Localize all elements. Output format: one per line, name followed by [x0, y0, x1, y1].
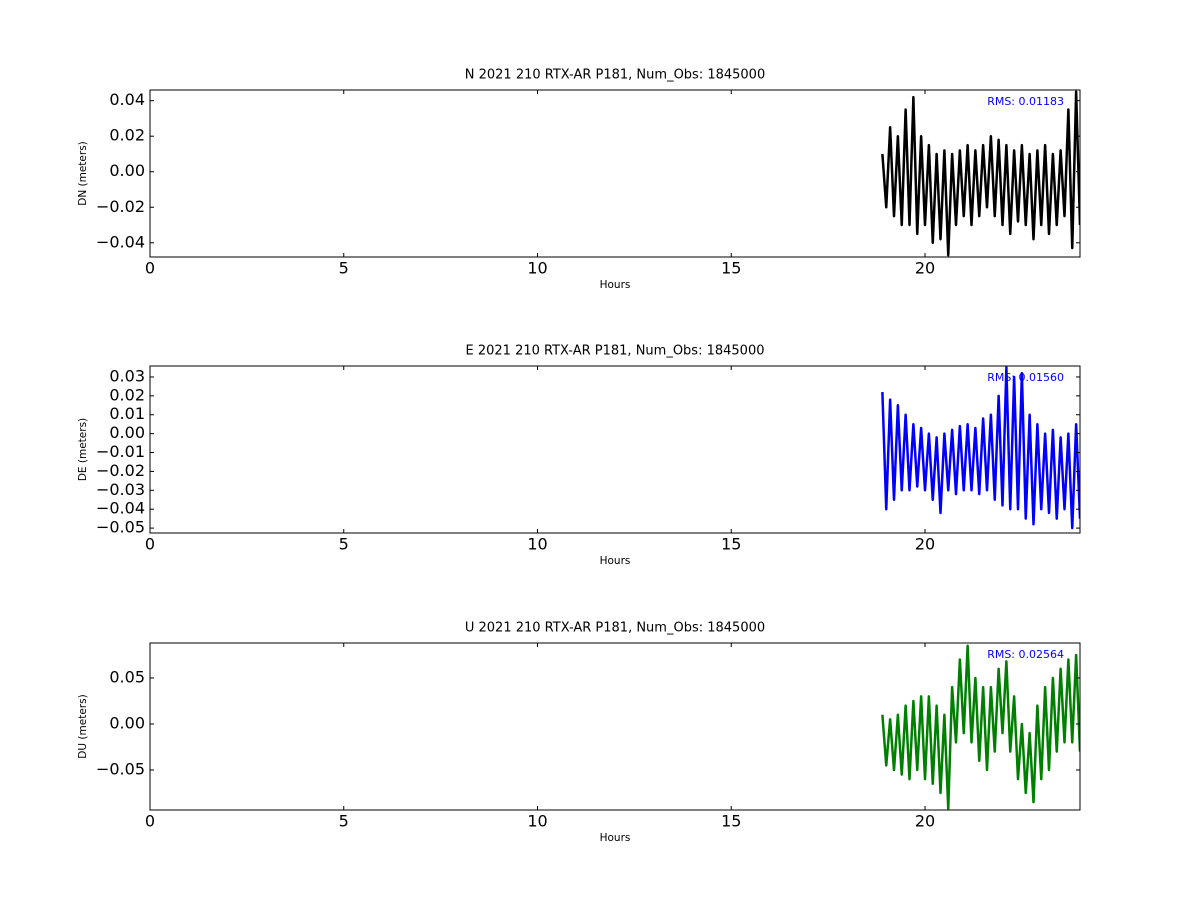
annotation: RMS: 0.01183	[987, 95, 1064, 108]
x-tick-label: 10	[527, 812, 547, 831]
data-line	[881, 90, 1080, 257]
y-tick-label: −0.04	[96, 232, 145, 251]
axes-frame	[149, 642, 1081, 811]
y-tick-label: −0.02	[96, 461, 145, 480]
x-tick-label: 20	[915, 812, 935, 831]
y-tick-label: 0.00	[109, 713, 145, 732]
data-line	[881, 366, 1080, 530]
subplot-title: N 2021 210 RTX-AR P181, Num_Obs: 1845000	[465, 68, 765, 83]
x-tick-label: 5	[339, 812, 349, 831]
x-tick-label: 10	[527, 259, 547, 278]
y-axis-label: DU (meters)	[77, 694, 89, 758]
y-tick-label: 0.00	[109, 423, 145, 442]
y-tick-label: −0.05	[96, 518, 145, 537]
x-tick-label: 15	[721, 812, 741, 831]
subplot-title: U 2021 210 RTX-AR P181, Num_Obs: 1845000	[465, 621, 765, 636]
y-tick-label: 0.02	[109, 385, 145, 404]
subplot-title: E 2021 210 RTX-AR P181, Num_Obs: 1845000	[466, 344, 765, 359]
y-tick-label: 0.00	[109, 161, 145, 180]
x-axis-label: Hours	[600, 555, 631, 567]
x-tick-label: 5	[339, 535, 349, 554]
axes-frame	[149, 89, 1081, 258]
x-tick-label: 20	[915, 535, 935, 554]
data-line	[881, 644, 1080, 810]
y-tick-label: −0.05	[96, 759, 145, 778]
subplot: U 2021 210 RTX-AR P181, Num_Obs: 1845000…	[77, 621, 1081, 844]
x-tick-label: 5	[339, 259, 349, 278]
y-tick-label: −0.03	[96, 480, 145, 499]
y-tick-label: 0.05	[109, 667, 145, 686]
x-tick-label: 0	[145, 259, 155, 278]
x-tick-label: 0	[145, 812, 155, 831]
x-tick-label: 10	[527, 535, 547, 554]
x-tick-label: 0	[145, 535, 155, 554]
y-tick-label: 0.02	[109, 126, 145, 145]
y-tick-label: −0.04	[96, 499, 145, 518]
annotation: RMS: 0.02564	[987, 648, 1064, 661]
subplot: E 2021 210 RTX-AR P181, Num_Obs: 1845000…	[77, 344, 1081, 567]
y-axis-label: DN (meters)	[77, 141, 89, 206]
x-tick-label: 15	[721, 535, 741, 554]
x-axis-label: Hours	[600, 279, 631, 291]
x-tick-label: 15	[721, 259, 741, 278]
y-tick-label: 0.04	[109, 90, 145, 109]
subplot: N 2021 210 RTX-AR P181, Num_Obs: 1845000…	[77, 68, 1081, 291]
axes-frame	[149, 365, 1081, 534]
y-tick-label: −0.01	[96, 442, 145, 461]
y-tick-label: 0.01	[109, 404, 145, 423]
y-axis-label: DE (meters)	[77, 418, 89, 481]
y-tick-label: −0.02	[96, 197, 145, 216]
x-tick-label: 20	[915, 259, 935, 278]
annotation: RMS: 0.01560	[987, 371, 1064, 384]
x-axis-label: Hours	[600, 832, 631, 844]
y-tick-label: 0.03	[109, 366, 145, 385]
